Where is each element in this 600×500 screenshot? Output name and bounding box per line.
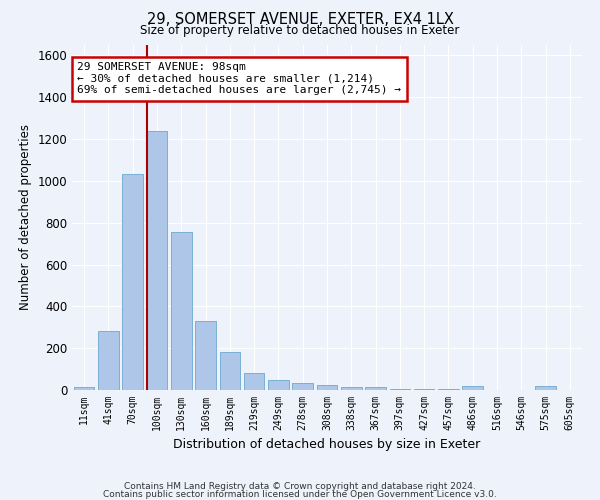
Bar	[195, 321, 216, 390]
Bar	[389, 389, 410, 390]
X-axis label: Distribution of detached houses by size in Exeter: Distribution of detached houses by size …	[173, 438, 481, 452]
Bar	[292, 382, 313, 390]
Bar	[341, 387, 362, 390]
Text: 29, SOMERSET AVENUE, EXETER, EX4 1LX: 29, SOMERSET AVENUE, EXETER, EX4 1LX	[146, 12, 454, 28]
Bar	[414, 389, 434, 390]
Bar	[365, 388, 386, 390]
Bar	[146, 130, 167, 390]
Bar	[317, 385, 337, 390]
Bar	[74, 388, 94, 390]
Text: 29 SOMERSET AVENUE: 98sqm
← 30% of detached houses are smaller (1,214)
69% of se: 29 SOMERSET AVENUE: 98sqm ← 30% of detac…	[77, 62, 401, 96]
Text: Size of property relative to detached houses in Exeter: Size of property relative to detached ho…	[140, 24, 460, 37]
Bar	[98, 332, 119, 390]
Text: Contains public sector information licensed under the Open Government Licence v3: Contains public sector information licen…	[103, 490, 497, 499]
Bar	[122, 174, 143, 390]
Bar	[244, 373, 265, 390]
Bar	[171, 232, 191, 390]
Text: Contains HM Land Registry data © Crown copyright and database right 2024.: Contains HM Land Registry data © Crown c…	[124, 482, 476, 491]
Bar	[463, 386, 483, 390]
Bar	[535, 386, 556, 390]
Y-axis label: Number of detached properties: Number of detached properties	[19, 124, 32, 310]
Bar	[220, 352, 240, 390]
Bar	[268, 380, 289, 390]
